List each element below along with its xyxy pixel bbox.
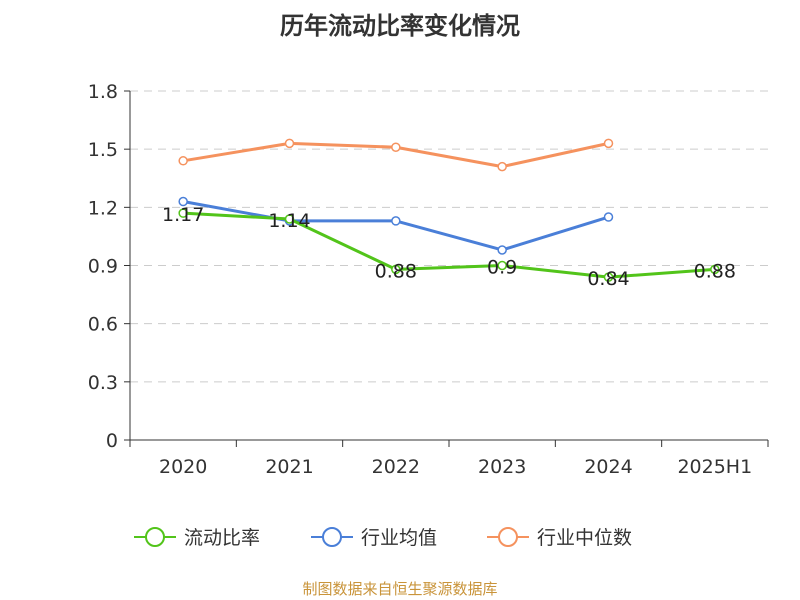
series-line	[183, 211, 715, 279]
legend-label: 行业均值	[361, 527, 437, 549]
data-point	[178, 208, 188, 218]
y-tick-label: 0.6	[88, 314, 118, 336]
data-point	[391, 142, 401, 152]
data-label: 0.88	[375, 260, 417, 282]
data-point	[284, 138, 295, 149]
y-tick-label: 0.3	[88, 372, 118, 394]
data-label: 0.88	[694, 260, 736, 282]
x-tick-label: 2022	[372, 456, 420, 478]
chart-title: 历年流动比率变化情况	[280, 12, 520, 40]
data-label: 0.9	[487, 257, 517, 279]
legend-label: 流动比率	[184, 527, 260, 549]
legend-label: 行业中位数	[537, 527, 632, 549]
data-point	[603, 138, 614, 149]
x-tick-label: 2020	[159, 456, 207, 478]
data-point	[603, 272, 614, 282]
axes: 0 0.3 0.6 0.9 1.2 1.5 1.8 2020 2021 2022 2023 2024 2…	[88, 81, 769, 478]
y-tick-label: 0.9	[88, 256, 118, 278]
data-point	[710, 264, 720, 275]
data-point	[603, 212, 614, 222]
data-point	[497, 260, 507, 271]
data-point	[178, 156, 188, 166]
y-tick-label: 1.2	[88, 197, 118, 219]
data-point	[178, 196, 188, 207]
data-labels: 1.17 1.14 0.88 0.9 0.84 0.88	[162, 204, 736, 290]
series-layer	[178, 138, 720, 282]
data-point	[391, 264, 401, 275]
data-point	[284, 214, 295, 224]
x-tick-label: 2021	[265, 456, 313, 478]
legend-marker	[145, 527, 165, 547]
legend-marker	[498, 527, 518, 547]
data-label: 0.84	[587, 268, 629, 290]
legend-marker	[322, 527, 342, 547]
y-tick-label: 0	[106, 430, 118, 452]
data-label: 1.14	[268, 210, 310, 232]
data-label: 1.17	[162, 204, 204, 226]
x-tick-label: 2025H1	[677, 456, 752, 478]
series-line	[182, 200, 609, 252]
source-note: 制图数据来自恒生聚源数据库	[302, 580, 497, 598]
data-point	[497, 161, 507, 172]
x-tick-label: 2023	[478, 456, 526, 478]
y-tick-label: 1.8	[88, 81, 118, 103]
data-point	[497, 245, 507, 255]
y-tick-label: 1.5	[88, 139, 118, 161]
x-tick-label: 2024	[584, 456, 632, 478]
data-point	[391, 216, 401, 226]
legend: 流动比率 行业均值 行业中位数	[134, 527, 632, 549]
